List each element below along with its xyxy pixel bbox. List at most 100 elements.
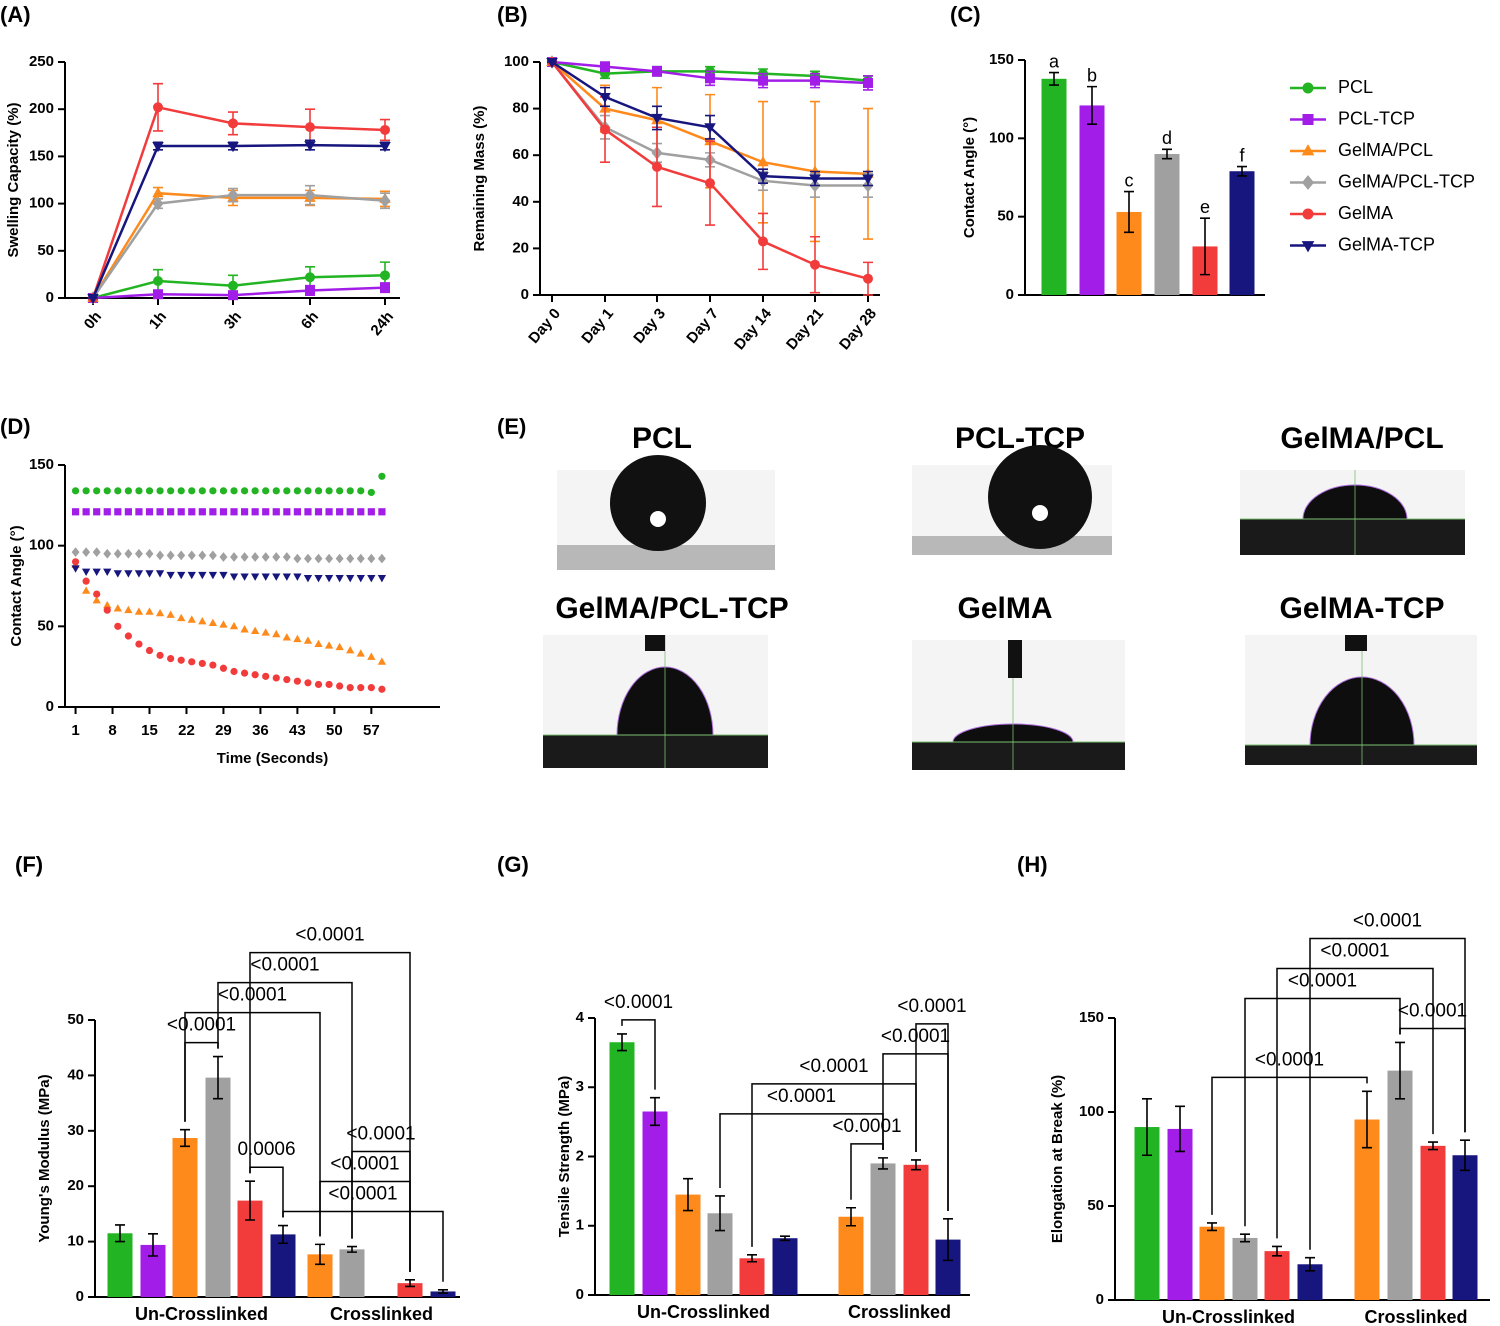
error-bar [347,1245,357,1253]
marker [145,548,154,559]
marker [336,682,344,690]
error-bar [148,1233,158,1257]
marker [304,679,312,687]
marker [367,553,376,564]
group-label: Crosslinked [1364,1307,1467,1326]
y-tick-label: 0 [76,1288,84,1305]
comparison-bracket [1276,967,1434,1239]
marker [114,508,122,516]
y-tick-label: 250 [29,53,54,70]
image-title: PCL [632,422,692,455]
marker [651,113,663,125]
marker [303,553,312,564]
y-tick-label: 0 [1096,1291,1104,1308]
marker [156,550,165,561]
bar-annotation: d [1162,128,1172,148]
marker [335,553,344,564]
marker [367,575,376,583]
marker [198,508,206,516]
bar [1264,1251,1290,1300]
legend-marker [1301,144,1315,156]
marker [261,628,270,636]
marker [336,508,344,516]
panel-label: (G) [497,852,529,877]
droplet [988,445,1092,549]
y-axis-label: Young's Modulus (MPa) [36,1074,53,1242]
marker [209,661,217,669]
marker [230,487,238,495]
comparison-bracket [915,1023,949,1211]
marker [166,571,175,580]
marker [113,570,122,578]
marker [152,186,164,198]
marker [113,548,122,559]
marker [325,553,334,564]
error-bar [115,1224,125,1243]
marker [599,92,611,104]
marker [134,548,143,559]
y-tick-label: 30 [67,1122,84,1139]
bar [870,1163,896,1295]
marker [135,487,143,495]
marker [93,590,101,598]
marker [335,642,344,651]
panel-label: (B) [497,2,528,27]
legend-label: PCL [1338,77,1373,97]
marker [305,285,315,296]
comparison-label: <0.0001 [218,985,287,1006]
marker [209,487,217,495]
y-tick-label: 0 [46,698,54,715]
error-bar [1200,217,1210,276]
needle [1345,635,1367,651]
legend-label: GelMA-TCP [1338,234,1435,254]
marker [314,508,323,516]
x-tick-label: 1h [146,308,170,332]
marker [209,508,217,516]
error-bar [1124,190,1134,234]
marker [367,652,376,660]
marker [283,487,291,495]
comparison-label: <0.0001 [328,1184,397,1205]
marker [367,488,375,497]
marker [177,550,186,561]
marker [135,508,143,516]
marker [145,487,154,495]
x-tick-label: Day 0 [525,305,564,347]
marker [198,571,207,580]
y-axis-label: Swelling Capacity (%) [5,102,22,257]
marker [240,487,249,495]
marker [71,558,80,566]
x-tick-label: 43 [289,722,306,739]
marker [546,58,558,69]
y-tick-label: 200 [29,100,54,117]
legend-label: GelMA [1338,203,1393,223]
group-label: Un-Crosslinked [637,1302,770,1322]
marker [208,618,218,626]
marker [380,282,390,293]
marker [251,671,259,679]
marker [283,675,291,684]
marker [346,553,355,564]
marker [167,487,175,495]
comparison-label: <0.0001 [832,1116,901,1137]
marker [303,575,313,583]
y-tick-label: 40 [512,193,529,210]
x-tick-label: Day 7 [683,305,722,347]
marker [103,487,111,495]
bar [1420,1145,1446,1300]
group-label: Un-Crosslinked [1162,1307,1295,1326]
bar [642,1111,668,1295]
marker [71,487,80,495]
marker [262,672,270,680]
error-bar [780,1235,790,1242]
marker [863,77,873,88]
error-bar [1460,1139,1470,1172]
image-title: GelMA/PCL [1280,422,1443,455]
marker [379,142,391,153]
marker [219,552,228,562]
marker [187,571,196,580]
marker [704,123,716,134]
y-tick-label: 150 [29,456,54,473]
legend-marker [1301,175,1315,190]
